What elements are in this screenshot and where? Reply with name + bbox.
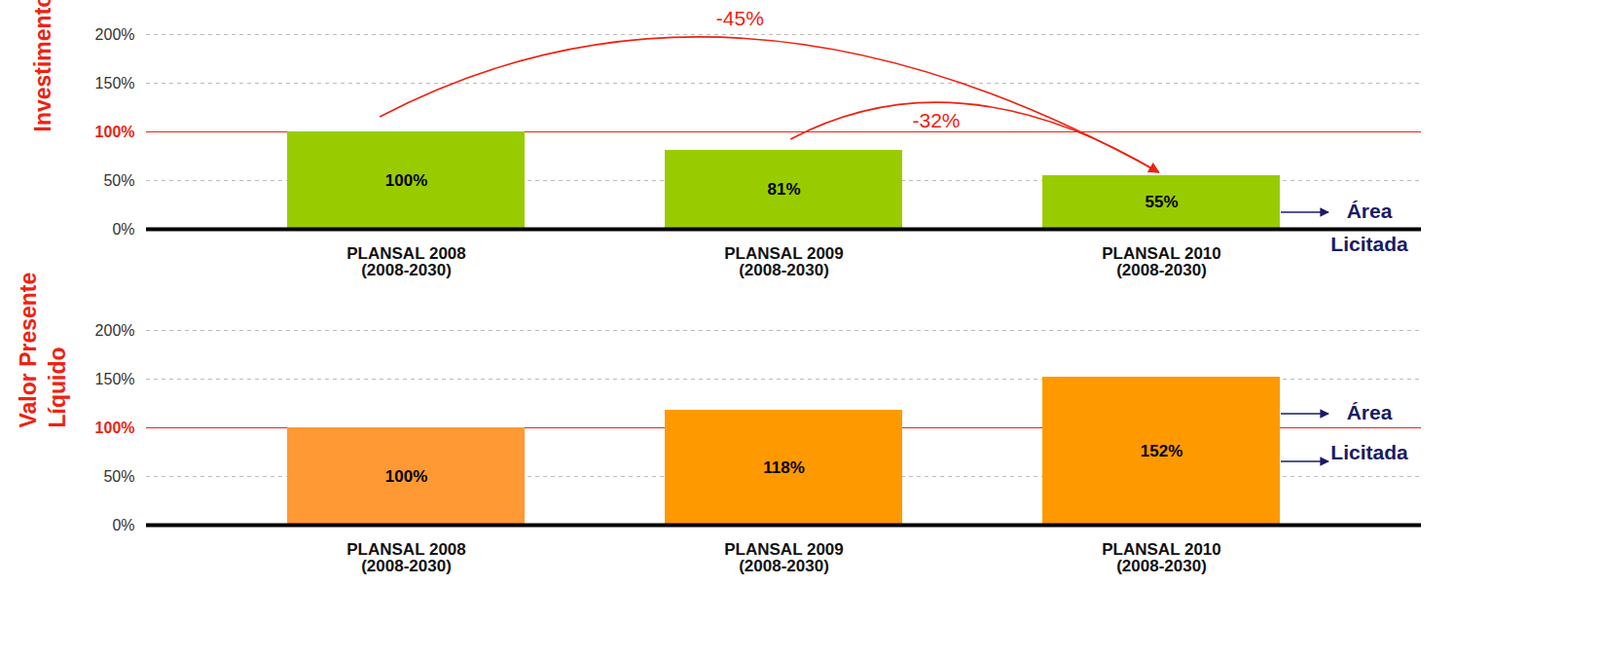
svg-text:50%: 50%	[103, 172, 135, 189]
svg-text:ÁreaLicitada: ÁreaLicitada	[1330, 199, 1409, 255]
svg-text:152%: 152%	[1140, 441, 1183, 461]
svg-text:50%: 50%	[103, 468, 135, 485]
svg-text:-32%: -32%	[911, 109, 960, 132]
svg-text:PLANSAL 2008(2008-2030): PLANSAL 2008(2008-2030)	[346, 244, 467, 280]
svg-text:100%: 100%	[385, 171, 428, 190]
svg-text:81%: 81%	[766, 180, 800, 199]
svg-text:PLANSAL 2010(2008-2030): PLANSAL 2010(2008-2030)	[1101, 540, 1222, 576]
svg-text:0%: 0%	[111, 220, 135, 238]
svg-text:100%: 100%	[385, 467, 428, 486]
svg-text:PLANSAL 2009(2008-2030): PLANSAL 2009(2008-2030)	[724, 540, 844, 576]
svg-text:200%: 200%	[95, 26, 136, 43]
svg-text:Área: Área	[1346, 400, 1393, 424]
svg-text:PLANSAL 2008(2008-2030): PLANSAL 2008(2008-2030)	[346, 540, 467, 576]
svg-text:PLANSAL 2009(2008-2030): PLANSAL 2009(2008-2030)	[724, 244, 844, 280]
svg-text:150%: 150%	[95, 74, 136, 92]
svg-text:0%: 0%	[111, 516, 135, 534]
svg-text:Investimento: Investimento	[30, 0, 56, 133]
svg-text:200%: 200%	[95, 322, 136, 339]
svg-text:150%: 150%	[95, 370, 136, 388]
svg-text:Licitada: Licitada	[1330, 440, 1409, 464]
svg-text:100%: 100%	[95, 123, 136, 141]
svg-text:100%: 100%	[95, 419, 136, 437]
svg-text:PLANSAL 2010(2008-2030): PLANSAL 2010(2008-2030)	[1101, 244, 1222, 280]
svg-text:55%: 55%	[1144, 192, 1178, 212]
svg-text:Valor PresenteLíquido: Valor PresenteLíquido	[15, 272, 71, 429]
svg-text:-45%: -45%	[716, 6, 764, 30]
svg-text:118%: 118%	[763, 458, 805, 477]
